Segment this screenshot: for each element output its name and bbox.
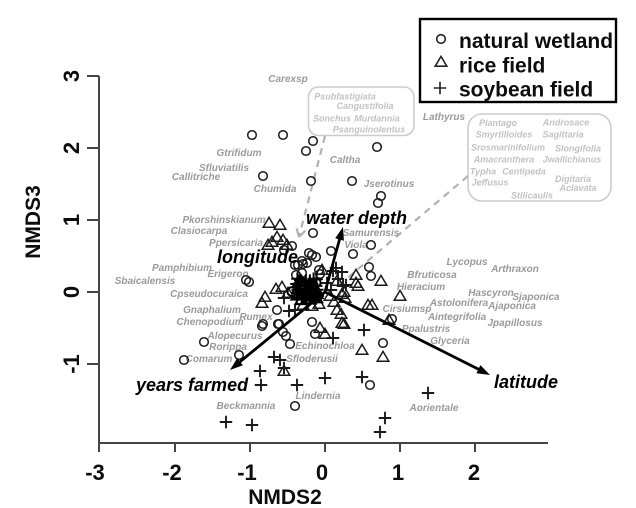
svg-text:Jserotinus: Jserotinus	[364, 179, 415, 190]
svg-text:Sjaponica: Sjaponica	[512, 292, 560, 303]
svg-text:Comarum: Comarum	[186, 354, 233, 365]
svg-text:1: 1	[59, 214, 84, 226]
svg-text:-1: -1	[237, 460, 257, 485]
svg-text:Plantago: Plantago	[479, 118, 518, 128]
svg-text:Cangustifolia: Cangustifolia	[336, 101, 393, 111]
svg-text:Hieracium: Hieracium	[397, 282, 445, 293]
svg-text:Viola: Viola	[344, 240, 368, 251]
svg-text:Slongifolia: Slongifolia	[555, 144, 601, 154]
svg-text:Pamphibium: Pamphibium	[152, 263, 212, 274]
svg-text:2: 2	[468, 460, 480, 485]
svg-text:longitude: longitude	[217, 247, 298, 267]
svg-text:Pkorshinskianum: Pkorshinskianum	[182, 215, 265, 226]
svg-text:Jeffusus: Jeffusus	[472, 178, 509, 188]
svg-text:Sfloderusii: Sfloderusii	[286, 354, 338, 365]
svg-text:Glyceria: Glyceria	[430, 336, 470, 347]
svg-text:1: 1	[392, 460, 404, 485]
svg-text:0: 0	[59, 286, 84, 298]
svg-text:Chenopodium: Chenopodium	[176, 317, 243, 328]
svg-text:Murdannia: Murdannia	[354, 114, 400, 124]
svg-text:NMDS2: NMDS2	[248, 486, 322, 508]
svg-text:Cirsiumsp: Cirsiumsp	[383, 304, 432, 315]
svg-text:Digitaria: Digitaria	[555, 174, 591, 184]
svg-text:Rorippa: Rorippa	[209, 342, 247, 353]
svg-text:years farmed: years farmed	[135, 375, 249, 395]
svg-text:Typha: Typha	[470, 167, 496, 177]
svg-text:Sonchus: Sonchus	[313, 114, 351, 124]
svg-text:Sbaicalensis: Sbaicalensis	[115, 276, 176, 287]
svg-text:Beckmannia: Beckmannia	[217, 401, 276, 412]
svg-text:Sfluviatilis: Sfluviatilis	[199, 163, 249, 174]
svg-text:Arthraxon: Arthraxon	[490, 264, 539, 275]
svg-text:Hascyron: Hascyron	[468, 288, 514, 299]
svg-text:Sagittaria: Sagittaria	[542, 130, 583, 140]
svg-text:Srosmarinifolium: Srosmarinifolium	[471, 143, 545, 153]
svg-text:Amacranthera: Amacranthera	[473, 155, 535, 165]
svg-text:natural wetland: natural wetland	[459, 30, 613, 53]
svg-text:Rumex: Rumex	[239, 312, 273, 323]
svg-text:Chumida: Chumida	[254, 184, 297, 195]
svg-text:Clasiocarpa: Clasiocarpa	[171, 226, 228, 237]
svg-text:2: 2	[59, 142, 84, 154]
svg-text:-3: -3	[85, 460, 105, 485]
svg-text:NMDS3: NMDS3	[22, 185, 45, 259]
svg-text:rice field: rice field	[459, 55, 545, 78]
svg-text:Aclavata: Aclavata	[558, 183, 596, 193]
svg-text:3: 3	[59, 70, 84, 82]
svg-text:0: 0	[316, 460, 328, 485]
svg-text:Caltha: Caltha	[330, 155, 361, 166]
svg-text:water depth: water depth	[306, 208, 407, 228]
svg-text:latitude: latitude	[494, 372, 558, 392]
svg-text:Psubfastigiata: Psubfastigiata	[314, 92, 376, 102]
svg-text:Lathyrus: Lathyrus	[423, 112, 466, 123]
svg-text:Callitriche: Callitriche	[172, 172, 221, 183]
svg-text:Jpapillosus: Jpapillosus	[487, 318, 542, 329]
svg-text:Lindernia: Lindernia	[295, 391, 340, 402]
svg-text:Ppalustris: Ppalustris	[402, 324, 451, 335]
svg-text:Lycopus: Lycopus	[446, 257, 488, 268]
svg-text:-2: -2	[162, 460, 182, 485]
svg-text:Ppersicaria: Ppersicaria	[209, 238, 263, 249]
svg-text:Alopecurus: Alopecurus	[206, 331, 262, 342]
svg-text:Androsace: Androsace	[542, 118, 590, 128]
svg-text:Stilicaulis: Stilicaulis	[511, 191, 553, 201]
svg-text:Smyrtilloides: Smyrtilloides	[476, 130, 533, 140]
svg-text:Erigeron: Erigeron	[207, 269, 248, 280]
svg-text:Echinochloa: Echinochloa	[295, 341, 355, 352]
svg-text:Psanguinolentus: Psanguinolentus	[333, 125, 406, 135]
svg-text:-1: -1	[59, 354, 84, 374]
svg-text:Centipeda: Centipeda	[502, 167, 546, 177]
svg-text:soybean field: soybean field	[459, 79, 593, 102]
svg-text:Aorientale: Aorientale	[409, 403, 459, 414]
svg-text:Carexsp: Carexsp	[268, 74, 307, 85]
svg-text:Astolonifera: Astolonifera	[429, 298, 489, 309]
svg-text:Cpseudocuraica: Cpseudocuraica	[170, 289, 248, 300]
svg-text:Bfruticosa: Bfruticosa	[407, 270, 457, 281]
svg-text:Jwallichianus: Jwallichianus	[543, 155, 602, 165]
svg-text:Gnaphalium: Gnaphalium	[183, 305, 241, 316]
svg-text:Aintegrifolia: Aintegrifolia	[427, 312, 487, 323]
svg-text:Gtrifidum: Gtrifidum	[217, 148, 262, 159]
svg-text:Ajaponica: Ajaponica	[487, 301, 536, 312]
svg-text:Samurensis: Samurensis	[343, 228, 400, 239]
